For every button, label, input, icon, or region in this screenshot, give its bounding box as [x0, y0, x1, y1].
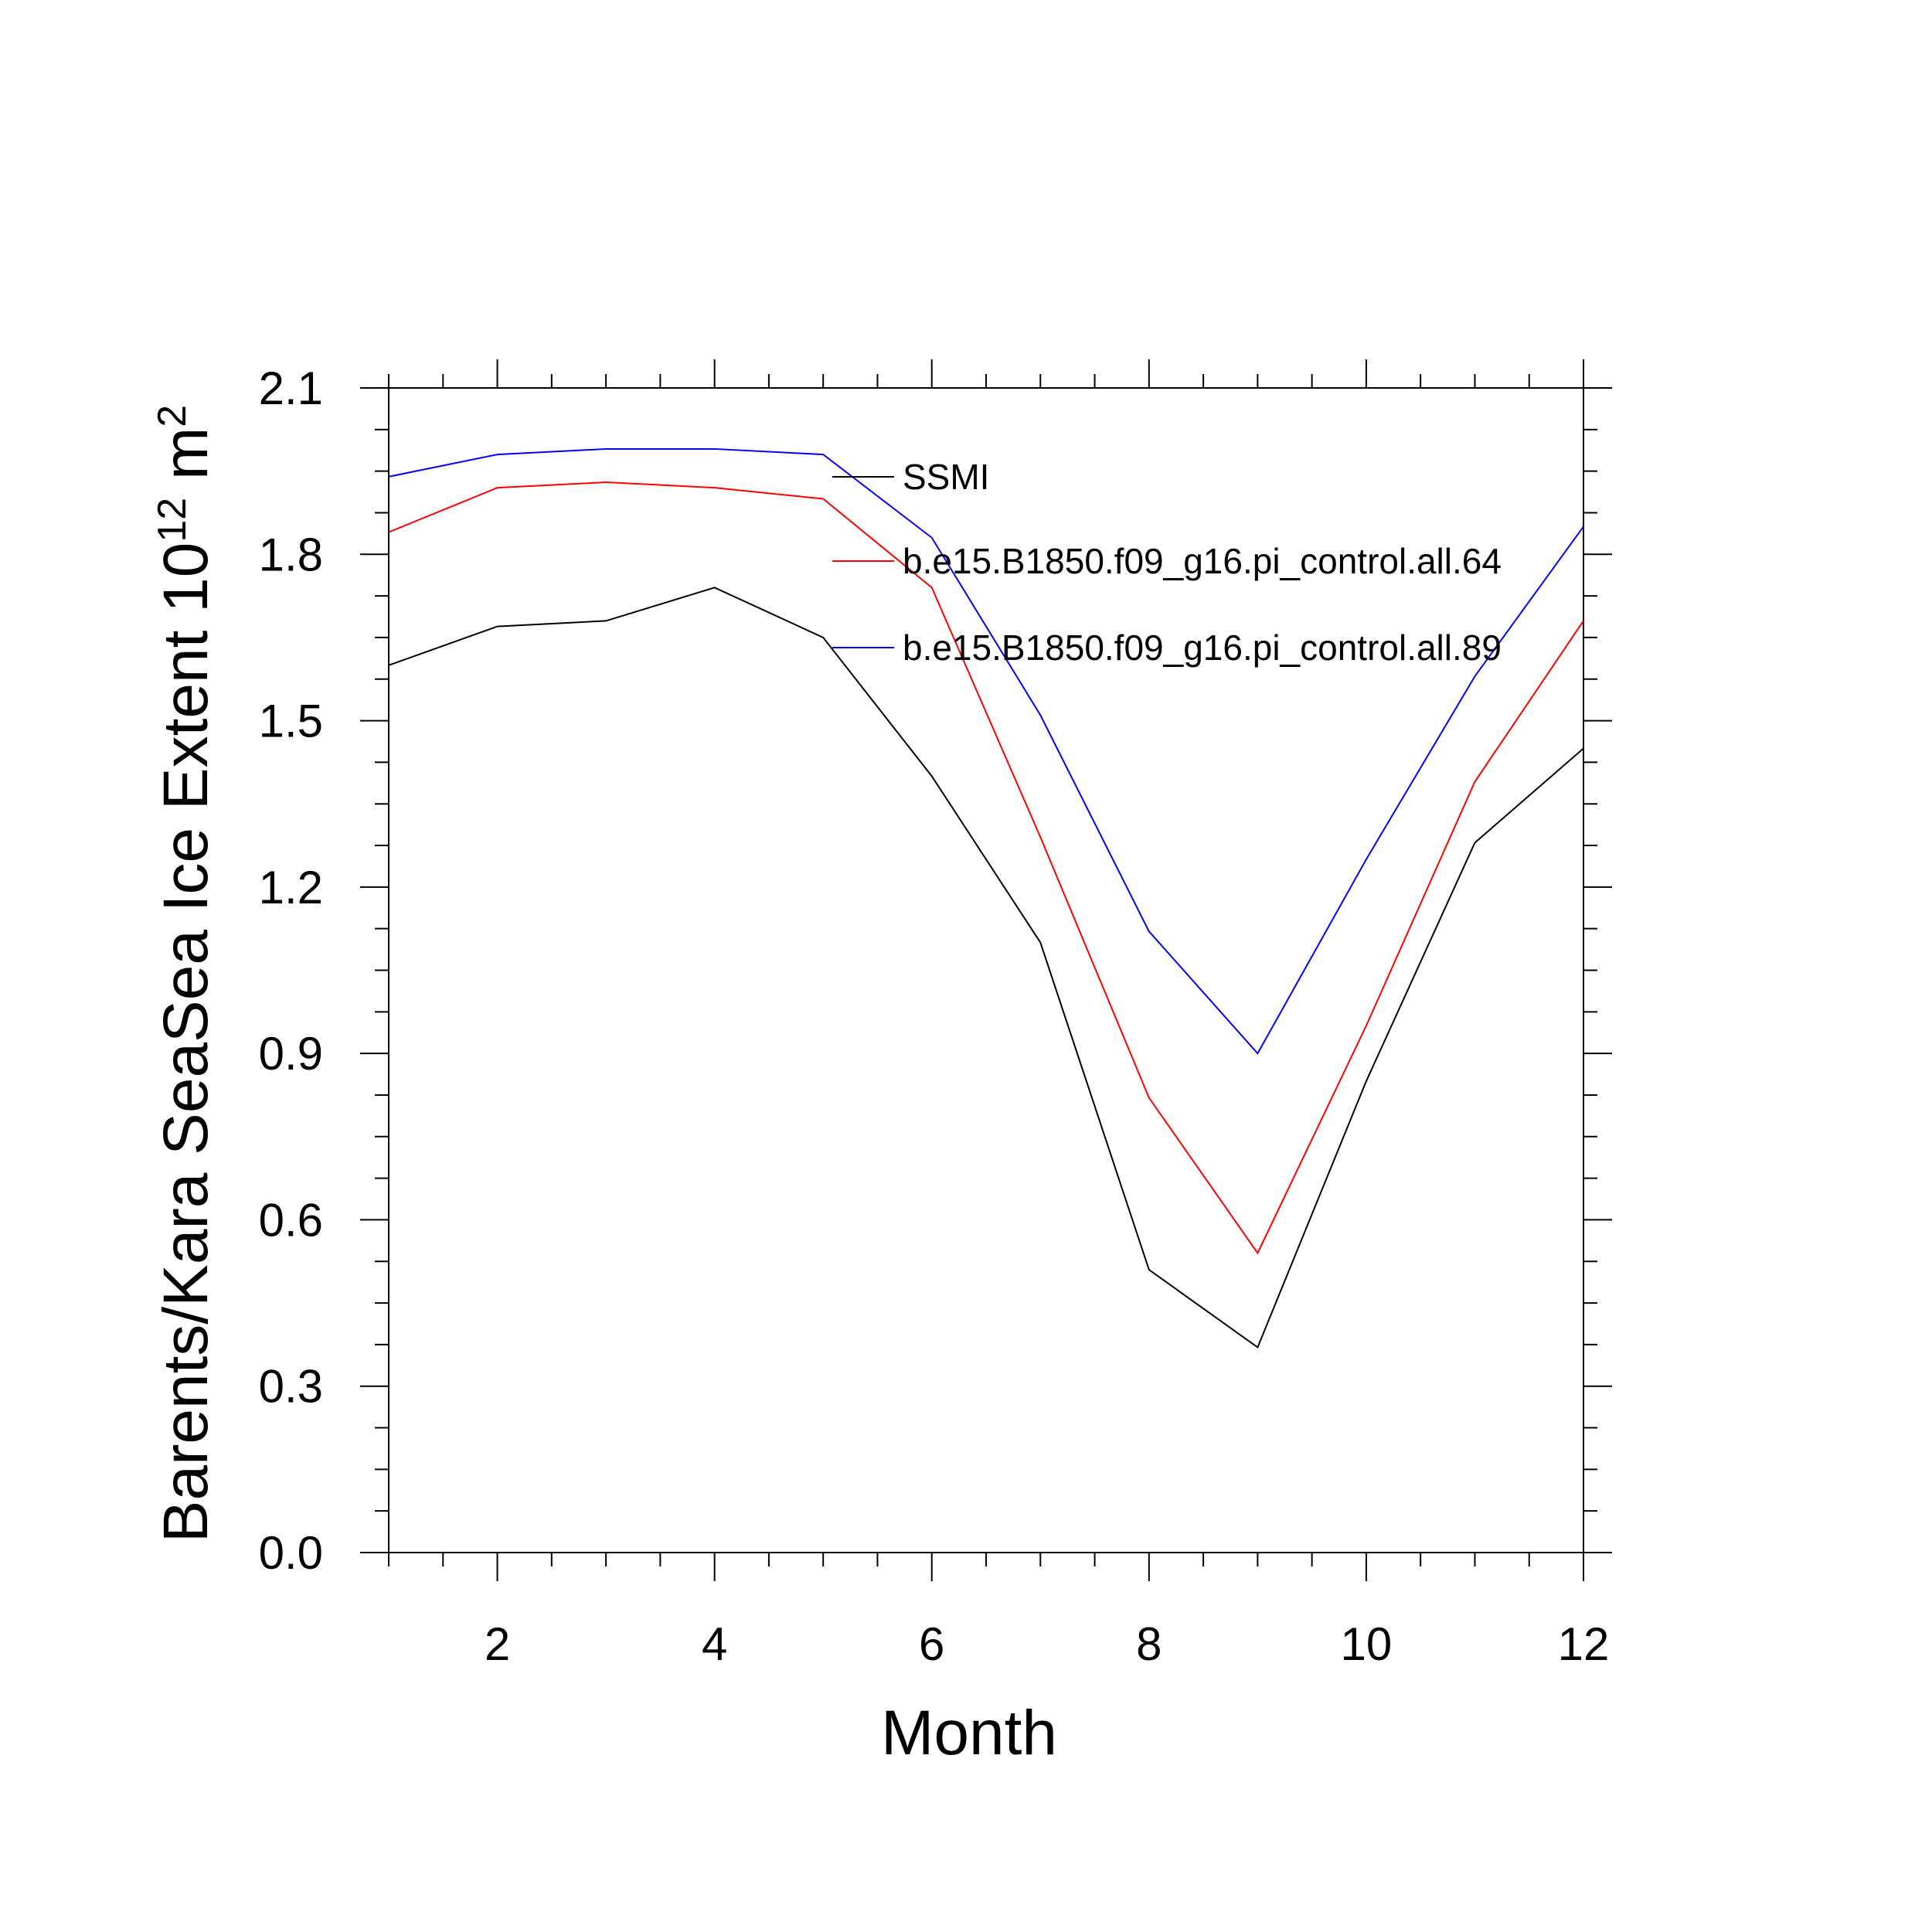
- y-axis-title-main: Barents/Kara SeaSea Ice Extent 10: [151, 543, 221, 1543]
- x-tick-label: 8: [1136, 1618, 1162, 1670]
- x-tick-label: 2: [485, 1618, 510, 1670]
- x-tick-label: 10: [1341, 1618, 1393, 1670]
- y-tick-label: 1.5: [259, 696, 323, 747]
- x-axis-title: Month: [881, 1698, 1057, 1768]
- x-tick-label: 6: [919, 1618, 944, 1670]
- y-tick-label: 1.8: [259, 529, 323, 580]
- y-axis-title-unit: m: [151, 427, 221, 498]
- plot-frame: [388, 387, 1584, 1553]
- y-tick-label: 1.2: [259, 862, 323, 913]
- x-tick-label: 4: [702, 1618, 727, 1670]
- y-tick-label: 0.9: [259, 1028, 323, 1080]
- y-axis-title-exponent-2: 2: [150, 405, 195, 427]
- x-tick-label: 12: [1558, 1618, 1610, 1670]
- y-tick-label: 0.6: [259, 1194, 323, 1246]
- legend-label-1: SSMI: [903, 457, 989, 497]
- y-tick-label: 0.3: [259, 1361, 323, 1413]
- y-tick-label: 2.1: [259, 362, 323, 414]
- series-line-3: [388, 447, 1584, 1055]
- legend-label-3: b.e15.B1850.f09_g16.pi_control.all.89: [903, 628, 1502, 668]
- series-lines: [388, 447, 1584, 1349]
- legend-label-2: b.e15.B1850.f09_g16.pi_control.all.64: [903, 541, 1502, 581]
- y-tick-label: 0.0: [259, 1527, 323, 1579]
- series-line-2: [388, 481, 1584, 1255]
- tick-labels: 2 4 6 8 10 12 0.0 0.3 0.6 0.9 1.2 1.5 1.8 2.1: [259, 362, 1610, 1670]
- y-axis-title: Barents/Kara SeaSea Ice Extent 1012 m2: [150, 405, 221, 1543]
- legend: SSMI b.e15.B1850.f09_g16.pi_control.all.6…: [832, 457, 1502, 668]
- y-axis-title-exponent-1: 12: [150, 498, 195, 543]
- axis-ticks: [360, 359, 1612, 1581]
- series-line-1: [388, 587, 1584, 1349]
